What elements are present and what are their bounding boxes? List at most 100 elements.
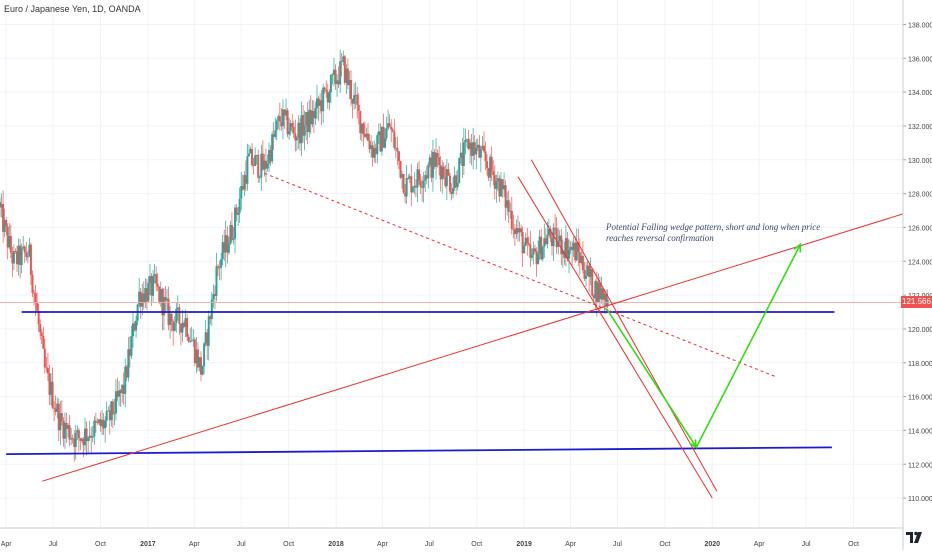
candle-body bbox=[96, 422, 99, 424]
candle-body bbox=[438, 157, 441, 166]
candle-body bbox=[125, 366, 128, 378]
candle-body bbox=[206, 332, 209, 346]
candle-body bbox=[133, 323, 136, 331]
candle-body bbox=[390, 126, 393, 130]
candle-body bbox=[142, 293, 145, 304]
candle-body bbox=[209, 316, 212, 320]
candle-body bbox=[84, 428, 87, 446]
candle-body bbox=[67, 425, 70, 429]
candle-body bbox=[413, 185, 416, 188]
candle-body bbox=[57, 403, 60, 431]
drawing-wedge-upper-line bbox=[530, 159, 718, 492]
drawing-lower-support bbox=[6, 446, 832, 456]
candle-body bbox=[257, 154, 260, 178]
candle-body bbox=[456, 182, 459, 188]
candle-body bbox=[63, 422, 66, 439]
candle-body bbox=[198, 357, 201, 368]
grid bbox=[0, 0, 903, 528]
candle-body bbox=[121, 384, 124, 394]
price-axis-label: 116.000 bbox=[908, 395, 932, 402]
candle-body bbox=[498, 178, 501, 197]
candle-body bbox=[39, 323, 42, 333]
candle-body bbox=[482, 145, 485, 152]
candle-body bbox=[379, 131, 382, 152]
candle-body bbox=[118, 390, 121, 397]
candle-body bbox=[144, 288, 147, 304]
candle-body bbox=[411, 187, 414, 193]
candle-body bbox=[172, 321, 175, 331]
drawing-rising-trendline bbox=[42, 213, 904, 482]
candle-body bbox=[46, 368, 49, 374]
candle-body bbox=[220, 259, 223, 268]
time-axis-label: Jul bbox=[49, 541, 58, 548]
candle-body bbox=[217, 266, 220, 268]
candle-body bbox=[19, 245, 22, 266]
time-axis: Apr Jul Oct 2017 Apr Jul Oct 2018 Apr Jul Oct 2019 A… bbox=[0, 527, 903, 548]
candle-body bbox=[597, 282, 600, 303]
candle-body bbox=[71, 438, 74, 440]
candle-body bbox=[541, 246, 544, 260]
tradingview-logo-icon[interactable] bbox=[905, 530, 923, 544]
arrow-head bbox=[793, 242, 802, 253]
candle-body bbox=[465, 139, 468, 141]
candle-body bbox=[303, 125, 306, 136]
candle-body bbox=[178, 307, 181, 324]
candle-body bbox=[560, 235, 563, 255]
candle-body bbox=[353, 95, 356, 104]
price-axis-label: 128.000 bbox=[908, 192, 932, 199]
candle-body bbox=[99, 419, 102, 427]
candle-body bbox=[385, 128, 388, 139]
candle-body bbox=[294, 133, 297, 141]
candle-body bbox=[145, 288, 148, 302]
candle-body bbox=[365, 133, 368, 137]
candle-body bbox=[48, 373, 51, 395]
candle-body bbox=[286, 110, 289, 135]
candle-body bbox=[175, 308, 178, 324]
candle-body bbox=[29, 244, 32, 275]
candle-body bbox=[329, 74, 332, 93]
candle-body bbox=[577, 242, 580, 253]
price-axis-label: 132.000 bbox=[908, 124, 932, 131]
candle-body bbox=[371, 145, 374, 158]
candle-body bbox=[405, 177, 408, 197]
candle-body bbox=[476, 144, 479, 149]
candle-body bbox=[40, 332, 43, 337]
candle-body bbox=[523, 245, 526, 254]
candle-body bbox=[36, 303, 39, 311]
candle-body bbox=[131, 323, 134, 337]
candle-body bbox=[481, 145, 484, 150]
candle-body bbox=[212, 294, 215, 300]
candle-body bbox=[475, 148, 478, 155]
time-axis-label: Oct bbox=[95, 541, 106, 548]
candle-body bbox=[241, 185, 244, 190]
candle-body bbox=[342, 56, 345, 62]
candle-body bbox=[546, 234, 549, 245]
candle-body bbox=[97, 419, 100, 423]
candle-body bbox=[370, 145, 373, 150]
candle-body bbox=[418, 169, 421, 181]
candle-body bbox=[26, 256, 29, 258]
candle-body bbox=[226, 235, 229, 253]
candle-body bbox=[504, 185, 507, 208]
candle-body bbox=[394, 147, 397, 149]
candle-body bbox=[77, 430, 80, 439]
candle-body bbox=[283, 109, 286, 116]
candle-body bbox=[268, 149, 271, 164]
candle-body bbox=[594, 281, 597, 299]
candle-body bbox=[297, 122, 300, 138]
candle-body bbox=[425, 175, 428, 179]
candle-body bbox=[127, 349, 130, 378]
candle-body bbox=[492, 171, 495, 176]
candle-body bbox=[104, 420, 107, 429]
candle-body bbox=[124, 366, 127, 394]
candle-body bbox=[595, 281, 598, 303]
candle-body bbox=[119, 390, 122, 394]
candle-body bbox=[173, 323, 176, 331]
candle-body bbox=[65, 422, 68, 429]
candle-body bbox=[469, 142, 472, 150]
candle-body bbox=[59, 413, 62, 431]
candle-body bbox=[487, 168, 490, 178]
candle-body bbox=[141, 293, 144, 307]
